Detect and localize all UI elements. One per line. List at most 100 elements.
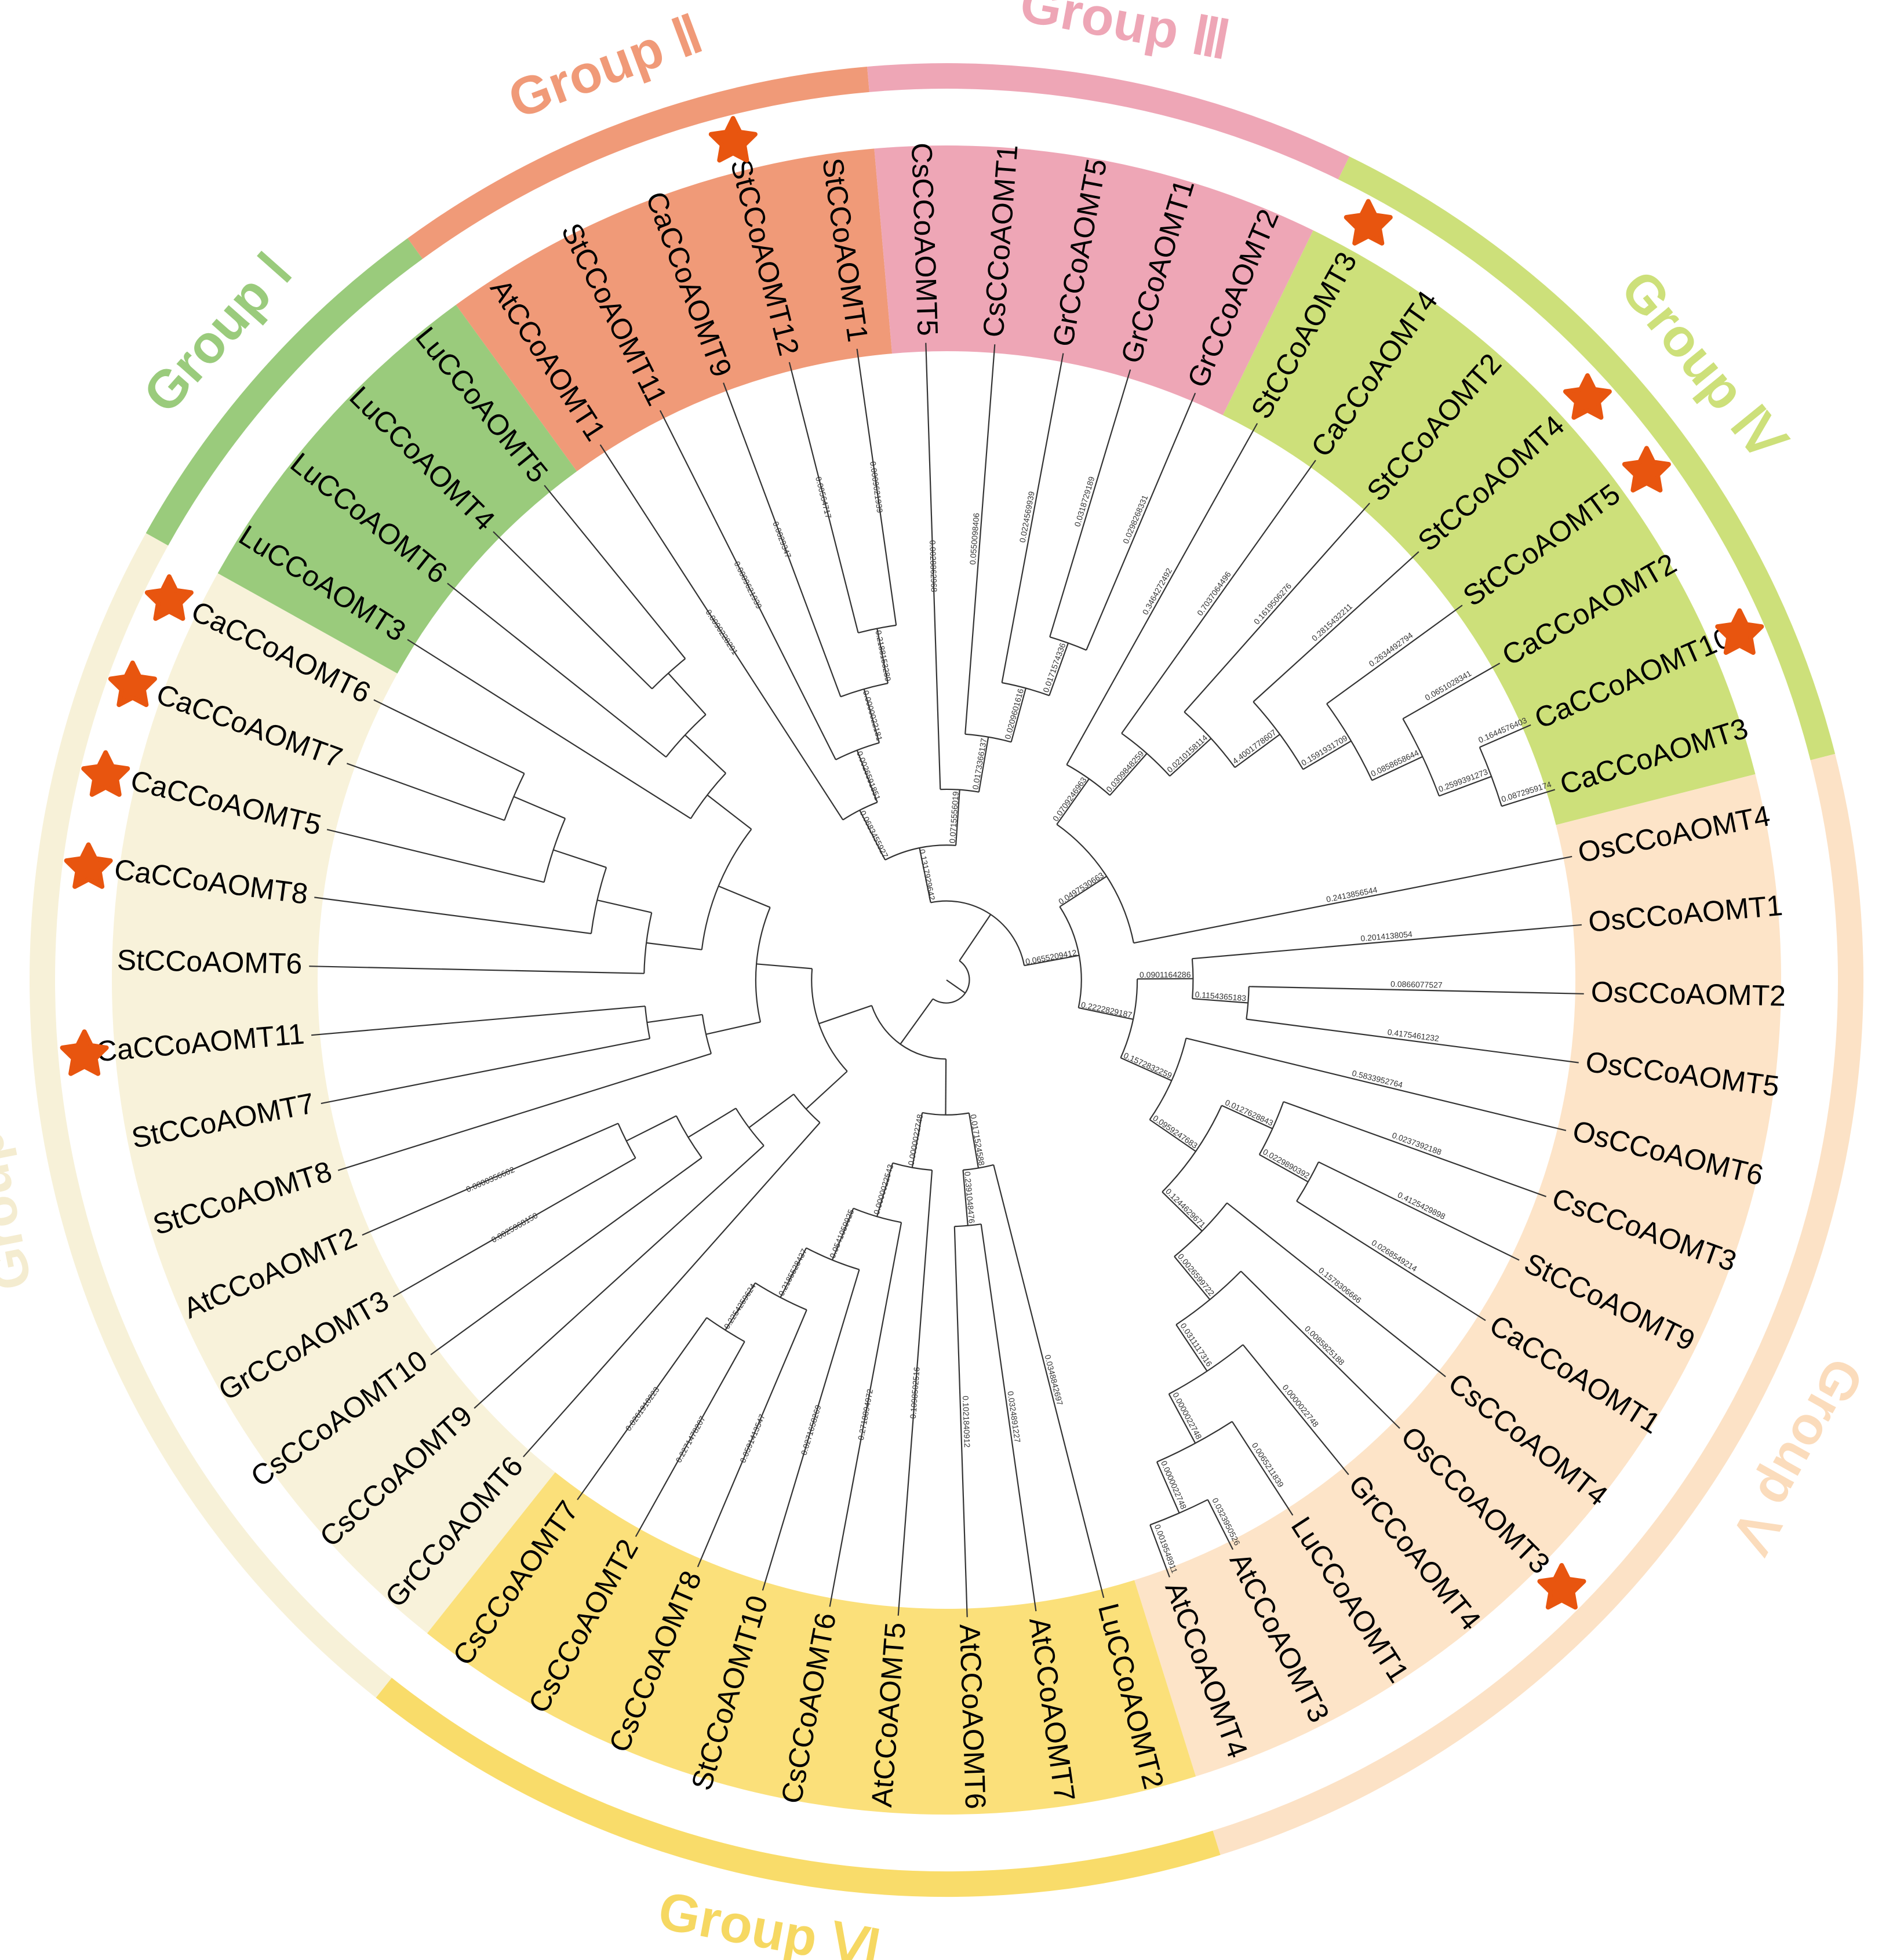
tree-branch xyxy=(756,963,813,970)
tree-branch xyxy=(876,628,889,684)
tree-branch xyxy=(1174,1256,1211,1300)
tree-branch xyxy=(697,1309,807,1568)
tree-branch xyxy=(955,789,960,846)
tree-arc xyxy=(1120,979,1138,1058)
tree-branch xyxy=(1109,753,1148,796)
group-ring-VI xyxy=(376,1677,1221,1897)
tree-branch xyxy=(788,362,859,633)
star-marker xyxy=(144,574,194,621)
tree-branch xyxy=(326,829,544,883)
branch-length-label: 0.0000022748 xyxy=(1171,1391,1204,1441)
tree-branch xyxy=(626,1115,677,1142)
branch-length-label: 0.5833952764 xyxy=(1351,1068,1404,1090)
star-markers xyxy=(60,116,1764,1610)
tree-branch xyxy=(1162,1191,1203,1232)
branch-length-label: 0.0348842697 xyxy=(1043,1354,1065,1407)
tree-branch xyxy=(1149,1119,1196,1152)
tree-arc xyxy=(651,658,686,690)
tree-branch xyxy=(780,1247,807,1298)
branch-length-label: 0.2413856544 xyxy=(1326,885,1378,904)
branch-length-label: 0.0173366137 xyxy=(970,737,988,790)
tree-arc xyxy=(932,960,970,1004)
tree-arc xyxy=(590,867,607,934)
tree-branch xyxy=(1231,1421,1294,1516)
tree-branch xyxy=(1169,738,1212,777)
tree-branch xyxy=(859,810,886,861)
tree-branch xyxy=(1001,353,1064,683)
group-ring-I xyxy=(145,238,423,546)
branch-length-label: 0.2014138054 xyxy=(1360,929,1413,943)
branch-length-label: 0.0000022181 xyxy=(861,690,884,742)
tree-branch xyxy=(687,1107,737,1138)
tree-branch xyxy=(373,699,525,774)
branch-length-label: 0.7037064496 xyxy=(1195,570,1233,617)
tree-branch xyxy=(1226,1202,1446,1378)
branch-length-label: 0.0298268331 xyxy=(1121,494,1150,545)
group-label-III: Group Ⅲ xyxy=(1015,0,1234,70)
leaf-label: StCCoAOMT6 xyxy=(117,943,303,980)
leaf-label: OsCCoAOMT2 xyxy=(1590,975,1786,1012)
branch-length-label: 0.1591931709 xyxy=(1299,733,1349,767)
tree-branch xyxy=(1049,643,1069,696)
branch-length-label: 0.0090228291 xyxy=(704,608,740,657)
tree-branch xyxy=(447,582,667,758)
tree-branch xyxy=(1479,724,1531,748)
star-marker xyxy=(60,1029,109,1076)
branch-length-label: 0.0000356602 xyxy=(465,1165,516,1194)
tree-arc xyxy=(504,773,525,821)
tree-branch xyxy=(668,672,707,715)
group-ring-III xyxy=(867,63,1350,180)
branch-length-label: 0.0268549214 xyxy=(1370,1238,1419,1273)
branch-length-label: 0.0872959174 xyxy=(1500,779,1552,804)
tree-branch xyxy=(1318,1161,1520,1261)
tree-branch xyxy=(831,1208,854,1260)
tree-branch xyxy=(1156,1462,1180,1514)
branch-length-label: 0.0000022748 xyxy=(1281,1383,1321,1429)
branch-length-label: 0.2271478207 xyxy=(674,1414,707,1464)
tree-branch xyxy=(392,1157,636,1298)
tree-branch xyxy=(1056,778,1090,825)
branch-length-label: 0.0271658269 xyxy=(799,1404,823,1456)
group-ring-V xyxy=(1213,753,1863,1855)
tree-branch xyxy=(1192,924,1582,960)
tree-branch xyxy=(337,1053,712,1171)
branch-length-label: 0.0959247683 xyxy=(1151,1113,1199,1150)
tree-branch xyxy=(723,382,842,697)
tree-branch xyxy=(707,794,752,830)
tree-branch xyxy=(1059,876,1107,908)
branch-length-label: 0.0550098406 xyxy=(968,512,981,565)
tree-branch xyxy=(314,897,592,934)
star-marker xyxy=(1344,199,1393,246)
tree-branch xyxy=(685,734,726,774)
group-ring-IV xyxy=(1338,156,1836,760)
tree-branch xyxy=(1086,392,1196,651)
tree-branch xyxy=(1149,1524,1170,1578)
tree-branch xyxy=(718,885,771,908)
tree-branch xyxy=(1175,1324,1208,1372)
tree-branch xyxy=(725,1283,756,1331)
group-band-VI xyxy=(427,1472,1196,1815)
branch-length-label: 0.0065211839 xyxy=(1250,1441,1286,1489)
tree-branch xyxy=(1133,855,1572,944)
tree-arc xyxy=(1246,986,1250,1019)
tree-arc xyxy=(884,844,956,861)
group-ring-VIII xyxy=(30,533,392,1698)
tree-branch xyxy=(1439,775,1492,797)
tree-branch xyxy=(1259,1154,1309,1183)
branch-length-label: 0.1572832259 xyxy=(1122,1051,1173,1080)
branch-length-label: 0.0210158114 xyxy=(1165,733,1209,775)
branch-length-label: 0.2815432211 xyxy=(1310,602,1354,643)
group-band-VIII xyxy=(112,573,555,1634)
group-band-IV xyxy=(1222,230,1756,825)
branch-length-label: 0.1244629671 xyxy=(1164,1186,1207,1229)
tree-branch xyxy=(993,1164,1105,1598)
branch-length-label: 0.0591413547 xyxy=(738,1412,767,1464)
tree-branch xyxy=(1296,1200,1486,1321)
tree-branch xyxy=(1078,1007,1134,1020)
tree-branch xyxy=(876,1163,894,1217)
leaf-label: AtCCoAOMT6 xyxy=(953,1623,992,1809)
branch-length-label: 0.0323950526 xyxy=(1210,1496,1242,1547)
tree-branch xyxy=(1302,740,1352,770)
branch-length-label: 0.2185528437 xyxy=(777,1247,809,1298)
tree-branch xyxy=(968,1113,980,1168)
